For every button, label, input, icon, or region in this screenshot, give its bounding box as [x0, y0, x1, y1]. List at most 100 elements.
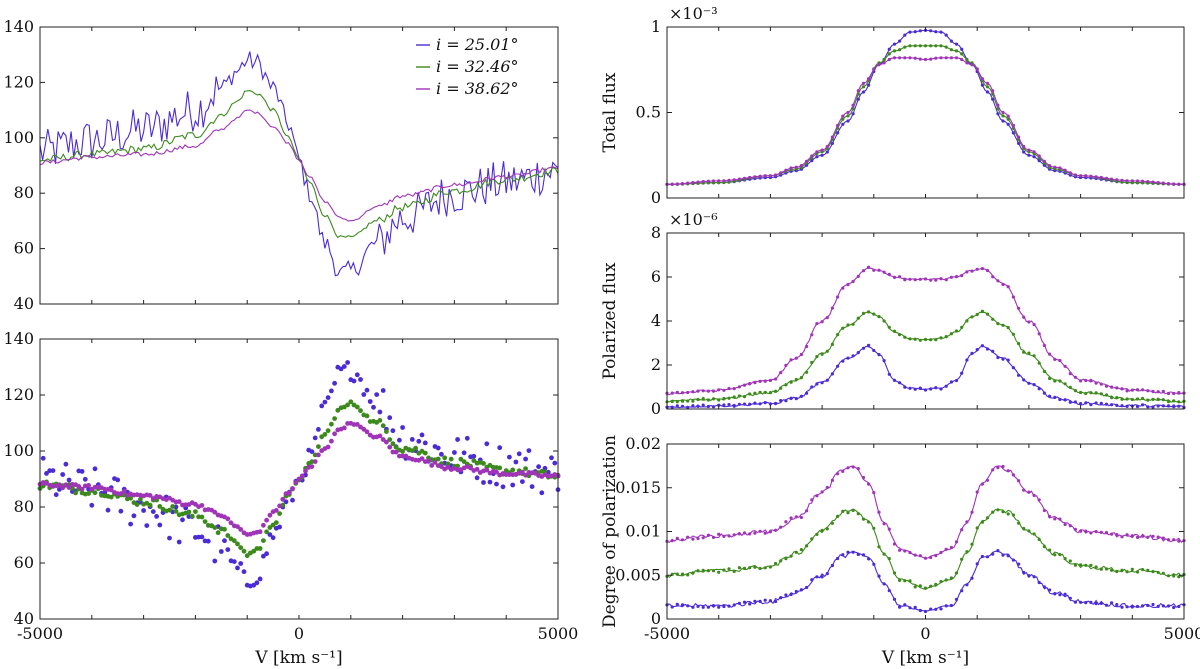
data-point — [1079, 174, 1083, 178]
data-point — [1177, 604, 1181, 609]
data-point — [965, 270, 969, 274]
data-point — [341, 425, 347, 431]
data-point — [1177, 400, 1181, 404]
data-point — [1022, 570, 1026, 575]
data-point — [1068, 171, 1072, 175]
y-tick-label: 0.02 — [625, 434, 661, 453]
data-point — [66, 477, 72, 483]
data-point — [918, 44, 922, 48]
data-point — [316, 452, 321, 458]
data-point — [939, 277, 943, 281]
data-point — [516, 451, 522, 457]
data-point — [794, 550, 798, 554]
data-point — [1099, 567, 1103, 571]
data-point — [960, 52, 964, 56]
data-point — [1094, 565, 1098, 569]
data-point — [1161, 404, 1165, 408]
data-point — [494, 481, 499, 487]
data-point — [892, 56, 897, 60]
data-point — [1022, 150, 1026, 154]
data-point — [867, 557, 871, 561]
data-point — [244, 553, 250, 559]
data-point — [325, 395, 331, 400]
data-point — [954, 571, 959, 575]
data-point — [846, 119, 850, 123]
data-point — [846, 356, 850, 360]
legend-label: i = 25.01° — [436, 35, 519, 54]
data-point — [985, 85, 990, 89]
data-point — [934, 554, 938, 558]
data-point — [913, 30, 917, 34]
data-point — [1125, 570, 1129, 574]
data-point — [985, 555, 990, 559]
data-point — [805, 391, 809, 395]
data-point — [309, 464, 315, 469]
data-point — [1073, 400, 1077, 404]
data-point — [944, 578, 948, 582]
data-point — [861, 269, 866, 273]
data-point — [867, 343, 871, 347]
data-point — [711, 405, 716, 409]
data-point — [1084, 391, 1088, 396]
data-point — [53, 492, 59, 498]
data-point — [799, 352, 804, 357]
data-point — [1141, 604, 1145, 608]
data-point — [167, 507, 172, 513]
data-point — [76, 484, 82, 489]
data-point — [290, 486, 295, 491]
y-tick-label: 140 — [3, 17, 34, 36]
data-point — [846, 323, 850, 327]
data-point — [794, 165, 798, 169]
data-point — [1172, 399, 1176, 403]
data-point — [510, 467, 516, 473]
data-point — [1099, 382, 1103, 386]
data-point — [1042, 159, 1046, 163]
x-tick-label: -5000 — [644, 624, 690, 643]
data-point — [954, 49, 959, 53]
data-point — [825, 150, 829, 154]
data-point — [1063, 398, 1067, 402]
data-point — [851, 550, 855, 554]
data-point — [79, 469, 85, 474]
data-point — [82, 476, 88, 482]
data-point — [1063, 592, 1067, 596]
series-line — [667, 45, 1184, 185]
data-point — [949, 545, 954, 550]
data-point — [536, 464, 541, 470]
data-point — [108, 494, 114, 500]
data-point — [1048, 548, 1052, 552]
data-point — [779, 386, 783, 390]
data-point — [836, 333, 840, 337]
legend: i = 25.01° i = 32.46° i = 38.62° — [416, 35, 519, 98]
y-tick-label: 140 — [3, 329, 34, 348]
data-point — [691, 181, 695, 185]
y-tick-label: 80 — [14, 497, 34, 516]
data-point — [753, 175, 757, 179]
data-point — [825, 527, 829, 531]
data-point — [856, 552, 860, 557]
data-point — [846, 114, 850, 118]
data-point — [841, 509, 845, 513]
data-point — [1017, 141, 1021, 145]
data-point — [965, 58, 969, 62]
data-point — [231, 559, 237, 564]
data-point — [898, 381, 902, 385]
data-point — [820, 528, 824, 532]
data-point — [1172, 404, 1176, 408]
data-point — [86, 491, 91, 496]
data-point — [898, 605, 902, 609]
data-point — [903, 603, 907, 607]
data-point — [784, 168, 788, 172]
data-point — [1130, 397, 1134, 402]
data-point — [273, 508, 279, 513]
data-point — [1001, 282, 1005, 287]
data-point — [335, 407, 341, 413]
data-point — [748, 532, 752, 536]
data-point — [329, 421, 334, 427]
data-point — [939, 30, 943, 34]
data-point — [128, 495, 134, 501]
data-point — [1161, 398, 1165, 402]
data-point — [903, 579, 907, 583]
data-point — [1166, 574, 1171, 578]
